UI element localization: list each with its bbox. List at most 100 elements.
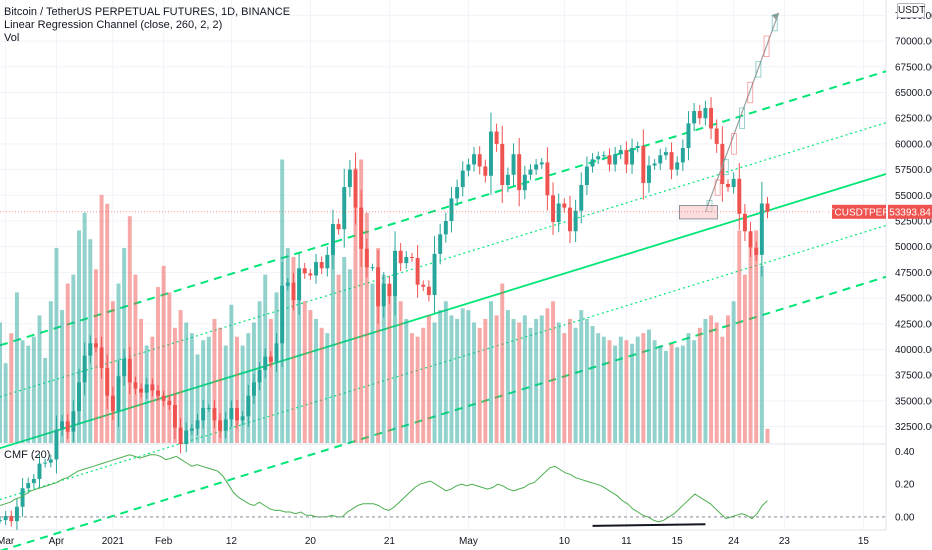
- volume-bar: [229, 304, 234, 443]
- legend-symbol-title: Bitcoin / TetherUS PERPETUAL FUTURES, 1D…: [4, 6, 291, 18]
- candle-body: [748, 231, 753, 248]
- volume-bar: [759, 265, 764, 443]
- volume-bar: [573, 327, 578, 443]
- volume-bar: [449, 315, 454, 443]
- candle-body: [477, 154, 482, 167]
- candle-body: [460, 170, 465, 188]
- volume-bar: [551, 301, 556, 443]
- volume-bar: [184, 322, 189, 443]
- volume-bar: [675, 347, 680, 443]
- volume-bar: [703, 318, 708, 443]
- candle-body: [297, 268, 302, 301]
- candle-body: [754, 247, 759, 255]
- channel-lower-outer: [0, 275, 887, 550]
- projection-box: [679, 205, 718, 220]
- price-tick-label: 60000.00: [895, 139, 932, 150]
- volume-bar: [122, 248, 127, 443]
- volume-bar: [522, 315, 527, 443]
- candle-body: [551, 195, 556, 223]
- candle-body: [579, 185, 584, 211]
- time-tick-label: 21: [384, 536, 396, 547]
- volume-bar: [618, 336, 623, 443]
- volume-bar: [483, 318, 488, 443]
- candle-body: [93, 343, 98, 348]
- projection-arrow: [771, 12, 779, 20]
- volume-bar: [393, 292, 398, 443]
- candle-body: [319, 262, 324, 269]
- volume-bar: [336, 274, 341, 443]
- candle-body: [680, 148, 685, 163]
- volume-bar: [161, 265, 166, 443]
- candle-body: [726, 183, 730, 188]
- candle-body: [455, 187, 460, 199]
- candle-body: [26, 483, 31, 489]
- candle-body: [675, 162, 680, 170]
- candle-body: [759, 203, 764, 255]
- volume-bar: [652, 340, 657, 443]
- volume-bar: [528, 327, 533, 443]
- candle-body: [330, 224, 335, 255]
- volume-bar: [438, 310, 443, 443]
- price-tick-label: 52500.00: [895, 216, 932, 227]
- volume-bar: [443, 301, 448, 443]
- time-tick-label: 11: [621, 536, 632, 547]
- volume-bar: [364, 212, 369, 443]
- candle-body: [71, 411, 76, 432]
- volume-bar: [139, 318, 144, 443]
- volume-bar: [156, 287, 160, 443]
- candle-body: [342, 187, 347, 230]
- candle-body: [393, 250, 398, 297]
- volume-bar: [742, 274, 747, 443]
- volume-bar: [223, 345, 228, 443]
- candle-body: [483, 166, 488, 176]
- volume-bar: [133, 274, 138, 443]
- candle-body: [150, 384, 155, 391]
- candle-body: [189, 428, 194, 431]
- volume-bar: [426, 315, 431, 443]
- candle-body: [218, 420, 223, 431]
- candle-body: [737, 178, 742, 214]
- time-tick-label: 23: [779, 536, 791, 547]
- volume-bar: [517, 322, 522, 443]
- candle-body: [438, 234, 443, 254]
- candle-body: [251, 382, 256, 396]
- volume-bar: [472, 322, 477, 443]
- volume-bar: [342, 256, 347, 443]
- volume-bar: [212, 318, 217, 443]
- candle-body: [20, 488, 25, 507]
- candle-body: [607, 155, 612, 165]
- time-tick-label: 24: [728, 536, 740, 547]
- candle-body: [505, 174, 510, 186]
- candle-body: [60, 421, 65, 430]
- volume-bar: [235, 336, 239, 443]
- candle-body: [398, 250, 403, 264]
- volume-bar: [3, 363, 8, 443]
- last-price-label: 53393.84: [889, 207, 931, 218]
- candle-body: [381, 283, 386, 307]
- volume-bar: [353, 168, 358, 443]
- candle-body: [43, 462, 48, 464]
- volume-bar: [630, 343, 635, 443]
- candle-body: [370, 267, 375, 269]
- channel-lower-inner: [0, 224, 887, 501]
- volume-bar: [409, 333, 414, 443]
- candle-body: [466, 164, 471, 171]
- currency-button[interactable]: USDT: [897, 3, 926, 18]
- projection-bar: [747, 81, 754, 104]
- regression-channel: [0, 70, 887, 550]
- candle-body: [522, 174, 527, 191]
- candle-body: [201, 408, 206, 421]
- cmf-tick-label: 0.00: [895, 512, 915, 523]
- candle-body: [144, 384, 149, 393]
- volume-bar: [545, 308, 550, 443]
- volume-bar: [127, 216, 132, 443]
- candle-body: [765, 203, 770, 212]
- candle-body: [359, 207, 364, 249]
- candle-body: [376, 267, 381, 307]
- cmf-trendline: [592, 523, 706, 527]
- candle-body: [635, 145, 640, 149]
- volume-bar: [20, 340, 25, 443]
- price-tick-label: 45000.00: [895, 294, 932, 305]
- volume-bar: [720, 336, 725, 443]
- volume-bar: [455, 318, 460, 443]
